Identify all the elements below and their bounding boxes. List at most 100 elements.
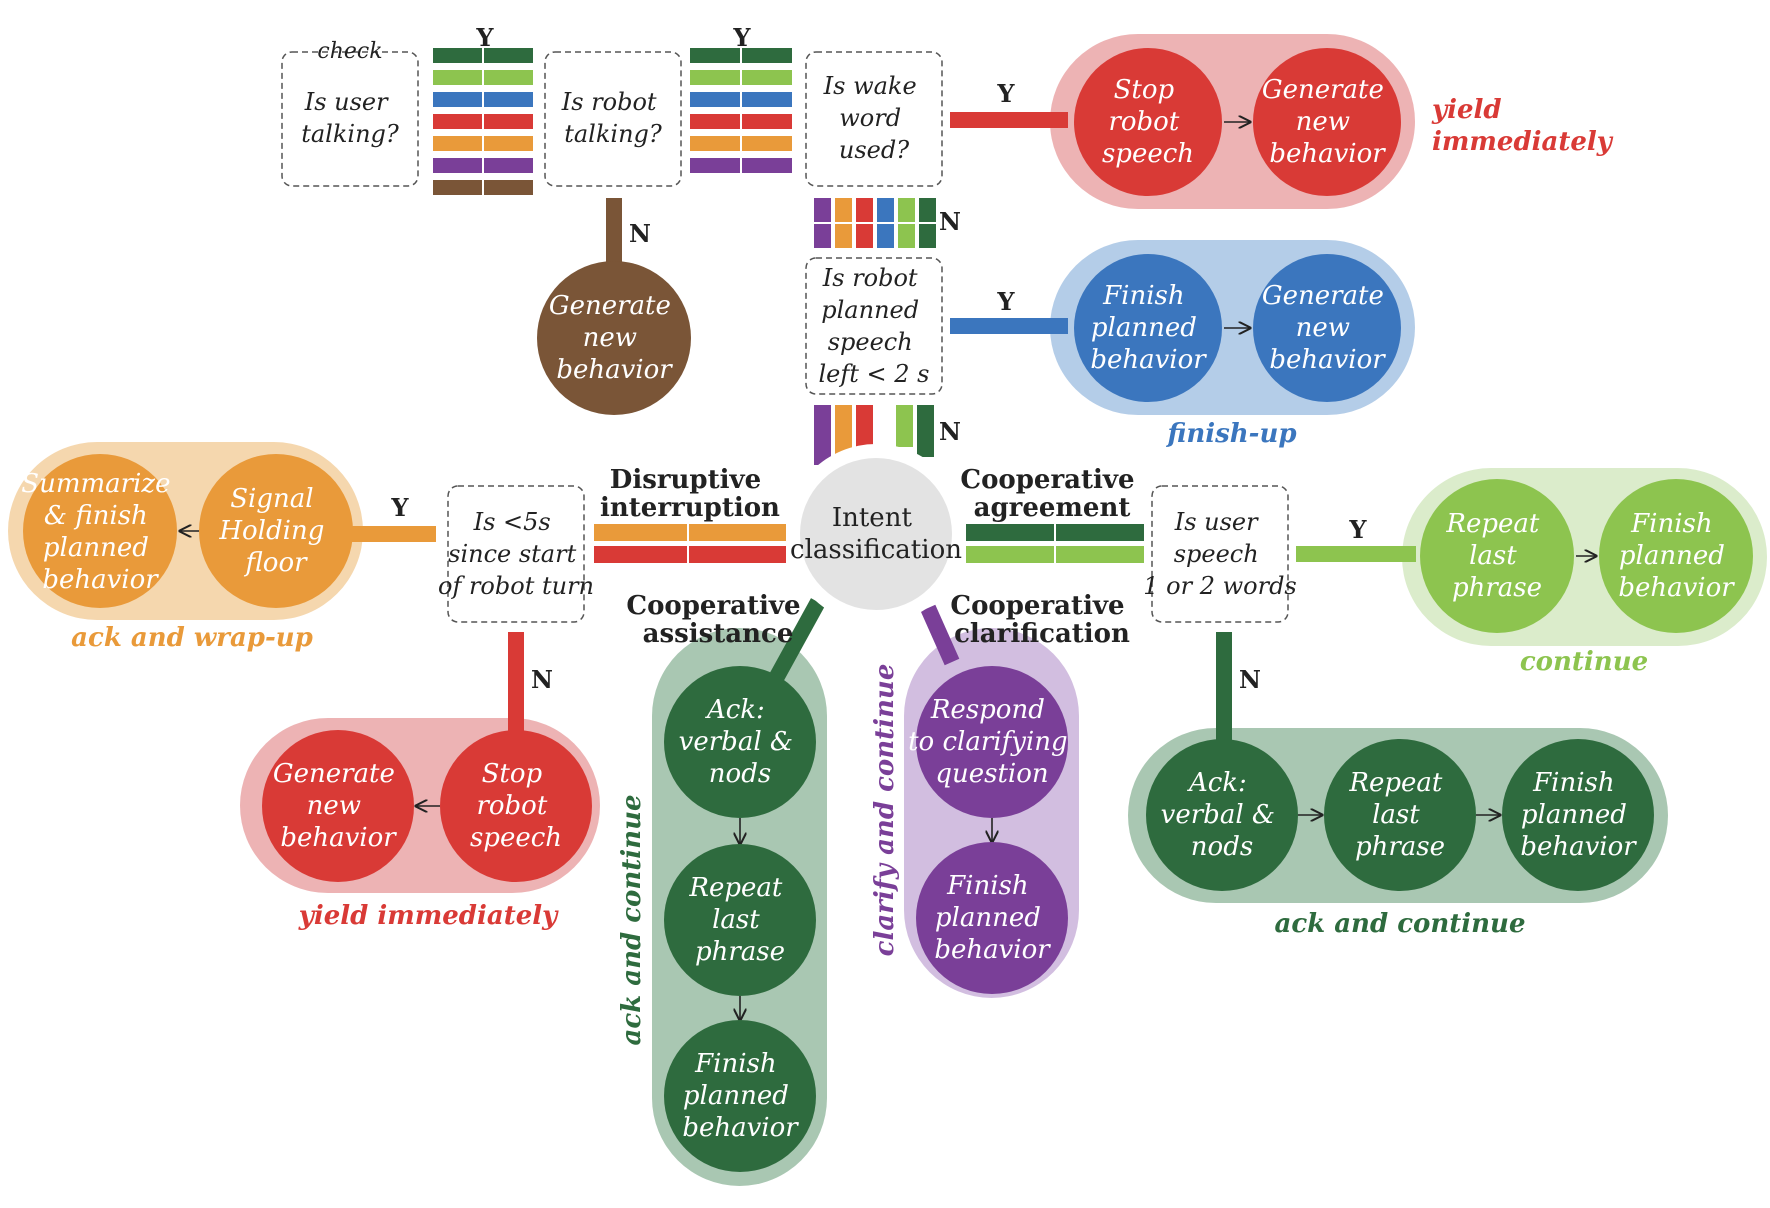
disruptive-stripes bbox=[594, 522, 786, 563]
node-summarize: Summarize & finish planned behavior bbox=[21, 454, 178, 608]
svg-text:Generate new behav: Generate new behavior bbox=[1262, 281, 1392, 375]
text-line: yield bbox=[1431, 95, 1502, 125]
since-start-line3: of robot turn bbox=[438, 572, 594, 600]
text-line: behavior bbox=[42, 565, 159, 595]
text-line: Finish bbox=[1532, 768, 1615, 798]
node-ack-assistance: Ack: verbal & nods bbox=[664, 666, 816, 818]
stripes-after-user-talking bbox=[433, 40, 533, 195]
text-line: new bbox=[583, 323, 637, 353]
text-line: verbal & bbox=[1161, 800, 1275, 830]
node-stop-speech-bottom: Stop robot speech bbox=[440, 730, 592, 882]
intent-assistance: Cooperative assistance bbox=[626, 591, 809, 649]
text-line: verbal & bbox=[679, 727, 793, 757]
intent-disruptive: Disruptive interruption bbox=[600, 465, 780, 523]
text-line: Signal bbox=[230, 484, 313, 514]
wake-word-line3: used? bbox=[839, 136, 909, 164]
intent-classification-node: Intent classification bbox=[790, 458, 962, 610]
node-generate-top: Generate new behavior bbox=[1253, 48, 1401, 196]
red-connector-bottom bbox=[508, 632, 524, 744]
node-respond-clarify: Respond to clarifying question bbox=[908, 666, 1068, 818]
text-line: assistance bbox=[643, 619, 794, 649]
yes-label-since-start: Y bbox=[390, 493, 409, 522]
decision-wake-word: Is wake word used? bbox=[805, 51, 943, 187]
text-line: Summarize bbox=[21, 469, 170, 499]
decision-since-start: Is <5s since start of robot turn bbox=[438, 485, 594, 623]
blue-connector bbox=[950, 318, 1068, 334]
red-connector-top bbox=[950, 112, 1068, 128]
intent-agreement: Cooperative agreement bbox=[960, 465, 1143, 523]
svg-text:Summarize & finish: Summarize & finish planned behavior bbox=[21, 469, 178, 595]
text-line: Finish bbox=[694, 1049, 777, 1079]
user-words-line2: speech bbox=[1174, 540, 1259, 568]
svg-text:Finish planned beh: Finish planned behavior bbox=[1618, 509, 1735, 603]
text-line: Ack: bbox=[1187, 768, 1247, 798]
text-line: Repeat bbox=[1445, 509, 1539, 539]
svg-text:Generate new behav: Generate new behavior bbox=[273, 759, 403, 853]
text-line: robot bbox=[1108, 107, 1179, 137]
yes-label-2: Y bbox=[732, 23, 751, 52]
robot-talking-line1: Is robot bbox=[561, 88, 657, 116]
svg-text:Finish planned beh: Finish planned behavior bbox=[1090, 281, 1207, 375]
svg-text:Stop robot speech: Stop robot speech bbox=[470, 759, 562, 853]
since-start-line2: since start bbox=[448, 540, 576, 568]
node-generate-blue: Generate new behavior bbox=[1253, 254, 1401, 402]
text-line: behavior bbox=[1618, 573, 1735, 603]
yes-label-planned: Y bbox=[996, 287, 1015, 316]
planned-left-line4: left < 2 s bbox=[819, 360, 930, 388]
no-label-planned: N bbox=[939, 417, 961, 446]
svg-text:Finish planned beh: Finish planned behavior bbox=[682, 1049, 799, 1143]
text-line: Cooperative bbox=[626, 591, 800, 621]
lightgreen-connector bbox=[1296, 546, 1416, 562]
text-line: planned bbox=[935, 903, 1041, 933]
text-line: new bbox=[307, 791, 361, 821]
darkgreen-connector bbox=[1216, 632, 1232, 752]
svg-text:Intent classification: Intent classification bbox=[790, 503, 962, 565]
decision-planned-left: Is robot planned speech left < 2 s bbox=[805, 257, 943, 395]
planned-left-line3: speech bbox=[828, 328, 913, 356]
svg-text:Generate new behav: Generate new behavior bbox=[1262, 75, 1392, 169]
text-line: Finish bbox=[946, 871, 1029, 901]
text-line: robot bbox=[476, 791, 547, 821]
svg-text:Is robot planned s: Is robot planned speech left < 2 s bbox=[819, 264, 930, 388]
since-start-line1: Is <5s bbox=[473, 508, 551, 536]
svg-text:Signal Holding flo: Signal Holding floor bbox=[218, 484, 332, 578]
no-label-since-start: N bbox=[531, 665, 553, 694]
orange-connector bbox=[340, 526, 436, 542]
no-label-robot-talking: N bbox=[629, 219, 651, 248]
svg-text:Is user speech 1 o: Is user speech 1 or 2 words bbox=[1143, 508, 1297, 600]
svg-text:Is user talking?: Is user talking? bbox=[301, 88, 399, 148]
text-line: phrase bbox=[1355, 832, 1445, 862]
text-line: Repeat bbox=[1348, 768, 1442, 798]
center-title-line2: classification bbox=[790, 535, 962, 565]
user-words-line3: 1 or 2 words bbox=[1143, 572, 1297, 600]
svg-text:Is robot talking?: Is robot talking? bbox=[561, 88, 664, 148]
strategy-finish-up: finish-up bbox=[1165, 419, 1296, 449]
no-label-wake: N bbox=[939, 207, 961, 236]
text-line: Stop bbox=[1114, 75, 1175, 105]
text-line: Stop bbox=[482, 759, 543, 789]
stripes-after-robot-talking bbox=[690, 40, 792, 173]
strategy-continue: continue bbox=[1520, 647, 1648, 677]
yes-label-user-words: Y bbox=[1348, 515, 1367, 544]
svg-text:Finish planned beh: Finish planned behavior bbox=[934, 871, 1051, 965]
node-stop-speech-top: Stop robot speech bbox=[1074, 48, 1222, 196]
text-line: phrase bbox=[1452, 573, 1542, 603]
svg-text:Generate new behav: Generate new behavior bbox=[549, 291, 679, 385]
text-line: Repeat bbox=[688, 873, 782, 903]
wake-word-line1: Is wake bbox=[823, 72, 917, 100]
text-line: clarification bbox=[954, 619, 1130, 649]
text-line: floor bbox=[243, 548, 308, 578]
decision-user-words: Is user speech 1 or 2 words bbox=[1143, 485, 1297, 623]
text-line: Generate bbox=[1262, 281, 1384, 311]
text-line: to clarifying bbox=[908, 727, 1068, 757]
node-generate-brown: Generate new behavior bbox=[537, 261, 691, 415]
text-line: planned bbox=[1619, 541, 1725, 571]
text-line: behavior bbox=[934, 935, 1051, 965]
agreement-stripes bbox=[966, 522, 1144, 563]
strategy-clarify-continue: clarify and continue bbox=[870, 664, 900, 957]
svg-text:Repeat last phrase: Repeat last phrase bbox=[688, 873, 790, 967]
text-line: Finish bbox=[1102, 281, 1185, 311]
text-line: & finish bbox=[44, 501, 148, 531]
text-line: last bbox=[712, 905, 760, 935]
